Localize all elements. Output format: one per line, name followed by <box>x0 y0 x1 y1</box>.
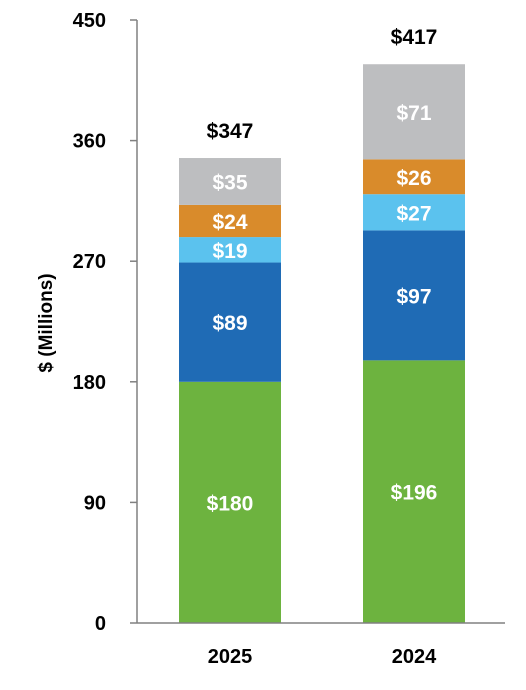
bar-segment <box>363 230 465 361</box>
bar-segment <box>363 360 465 623</box>
total-labels: $347 $417 <box>207 26 438 143</box>
y-axis-ticks: 0 90 180 270 360 450 <box>73 10 137 635</box>
total-value-label: $347 <box>207 120 254 143</box>
segment-value-label: $27 <box>396 202 431 225</box>
bar-segment <box>179 237 281 263</box>
bar-segment <box>363 159 465 195</box>
bar-segment <box>179 158 281 205</box>
y-tick-label: 450 <box>73 10 106 32</box>
y-axis-label: $ (Millions) <box>36 273 57 372</box>
x-axis-ticks: 2025 2024 <box>208 646 437 668</box>
y-tick-label: 90 <box>84 492 106 514</box>
y-tick-label: 360 <box>73 131 106 153</box>
segment-value-label: $71 <box>396 102 431 125</box>
bar-segment <box>179 381 281 623</box>
total-value-label: $417 <box>391 26 438 49</box>
bar-segment <box>179 262 281 382</box>
bars: $180 $89 $19 $24 $35 $196 $97 $27 $26 $71 <box>179 64 465 623</box>
segment-value-label: $35 <box>212 171 247 194</box>
bar-segment <box>363 64 465 160</box>
y-tick-label: 270 <box>73 251 106 273</box>
segment-value-label: $196 <box>391 482 438 505</box>
axes <box>136 20 505 624</box>
segment-value-label: $180 <box>207 492 254 515</box>
y-tick-label: 0 <box>95 613 106 635</box>
x-tick-label: 2024 <box>392 646 437 668</box>
segment-value-label: $26 <box>396 167 431 190</box>
x-tick-label: 2025 <box>208 646 253 668</box>
bar-segment <box>363 194 465 231</box>
segment-value-label: $19 <box>212 240 247 263</box>
segment-value-label: $24 <box>212 211 247 234</box>
y-tick-label: 180 <box>73 372 106 394</box>
segment-value-label: $97 <box>396 285 431 308</box>
bar-segment <box>179 204 281 238</box>
segment-value-label: $89 <box>212 312 247 335</box>
